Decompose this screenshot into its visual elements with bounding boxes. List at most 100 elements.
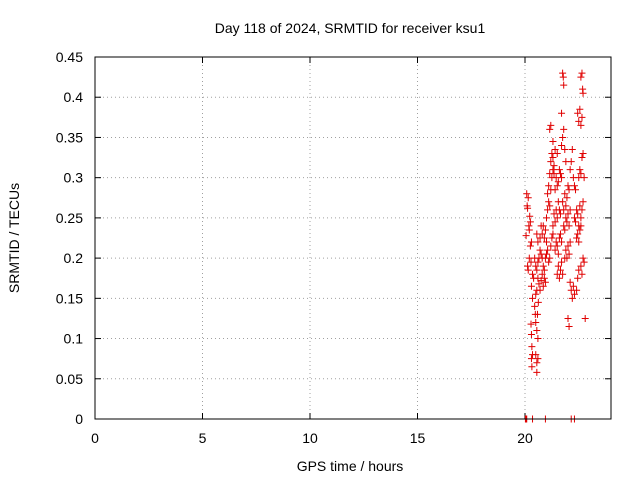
y-tick-label: 0.2 [64, 250, 84, 266]
data-point [539, 262, 547, 270]
data-point [568, 294, 576, 302]
data-point [563, 254, 571, 262]
x-tick-label: 10 [302, 430, 318, 446]
y-tick-label: 0.35 [56, 129, 83, 145]
chart-title: Day 118 of 2024, SRMTID for receiver ksu… [215, 20, 486, 36]
data-point [534, 238, 542, 246]
x-axis: 0 5 10 15 20 [91, 57, 533, 446]
data-point [573, 234, 581, 242]
data-point [559, 198, 567, 206]
data-point [549, 230, 557, 238]
data-point [564, 314, 572, 322]
data-point [549, 166, 557, 174]
data-point [533, 359, 541, 367]
data-point [527, 331, 535, 339]
data-point [539, 282, 547, 290]
y-tick-label: 0 [75, 411, 83, 427]
data-points [521, 69, 589, 423]
data-point [579, 85, 587, 93]
data-point [559, 73, 567, 81]
data-point [577, 73, 585, 81]
data-point [529, 294, 537, 302]
data-point [553, 214, 561, 222]
y-tick-label: 0.1 [64, 331, 84, 347]
data-point [567, 158, 575, 166]
data-point [565, 250, 573, 258]
data-point [546, 254, 554, 262]
data-point [526, 242, 534, 250]
x-tick-label: 5 [199, 430, 207, 446]
data-point [560, 206, 568, 214]
data-point [544, 190, 552, 198]
data-point [532, 351, 540, 359]
y-tick-label: 0.3 [64, 170, 84, 186]
data-point [575, 238, 583, 246]
data-point [562, 214, 570, 222]
data-point [546, 125, 554, 133]
data-point [524, 194, 532, 202]
data-point [562, 202, 570, 210]
data-point [570, 290, 578, 298]
data-point [545, 182, 553, 190]
data-point [545, 198, 553, 206]
data-point [558, 238, 566, 246]
data-point [527, 238, 535, 246]
data-point [524, 266, 532, 274]
data-point [547, 121, 555, 129]
data-point [558, 174, 566, 182]
data-point [559, 270, 567, 278]
data-point [554, 262, 562, 270]
data-point [577, 121, 585, 129]
x-tick-label: 0 [91, 430, 99, 446]
data-point [558, 109, 566, 117]
data-point [533, 310, 541, 318]
data-point [577, 262, 585, 270]
x-axis-label: GPS time / hours [297, 458, 404, 474]
data-point [529, 270, 537, 278]
data-point [574, 274, 582, 282]
data-point [543, 250, 550, 258]
data-point [540, 266, 548, 274]
data-point [526, 218, 534, 226]
data-point [574, 210, 582, 218]
data-point [573, 286, 581, 294]
data-point [546, 170, 554, 178]
data-point [548, 234, 556, 242]
x-tick-label: 15 [410, 430, 426, 446]
data-point [534, 298, 542, 306]
data-point [549, 154, 557, 162]
data-point [550, 162, 558, 170]
data-point [580, 174, 588, 182]
data-point [575, 266, 583, 274]
data-point [534, 335, 542, 343]
data-point [566, 238, 574, 246]
data-point [564, 210, 572, 218]
data-point [559, 69, 567, 77]
data-point [556, 210, 564, 218]
data-point [547, 242, 555, 250]
data-point [561, 226, 569, 234]
data-point [569, 282, 577, 290]
data-point [527, 282, 535, 290]
data-point [539, 222, 547, 230]
data-point [526, 212, 534, 220]
data-point [554, 178, 562, 186]
data-point [538, 270, 546, 278]
data-point [565, 222, 573, 230]
data-point [536, 286, 544, 294]
y-axis: 0 0.05 0.1 0.15 0.2 0.25 0.3 0.35 0.4 0.45 [56, 49, 611, 427]
data-point [523, 190, 531, 198]
data-point [578, 270, 586, 278]
data-point [527, 355, 535, 363]
data-point [579, 150, 587, 158]
data-point [578, 69, 586, 77]
data-point [544, 246, 552, 254]
data-point [565, 322, 573, 330]
x-tick-label: 20 [517, 430, 533, 446]
data-point [577, 170, 585, 178]
data-point [576, 226, 584, 234]
y-tick-label: 0.4 [64, 89, 84, 105]
data-point [559, 133, 567, 141]
data-point [570, 214, 578, 222]
